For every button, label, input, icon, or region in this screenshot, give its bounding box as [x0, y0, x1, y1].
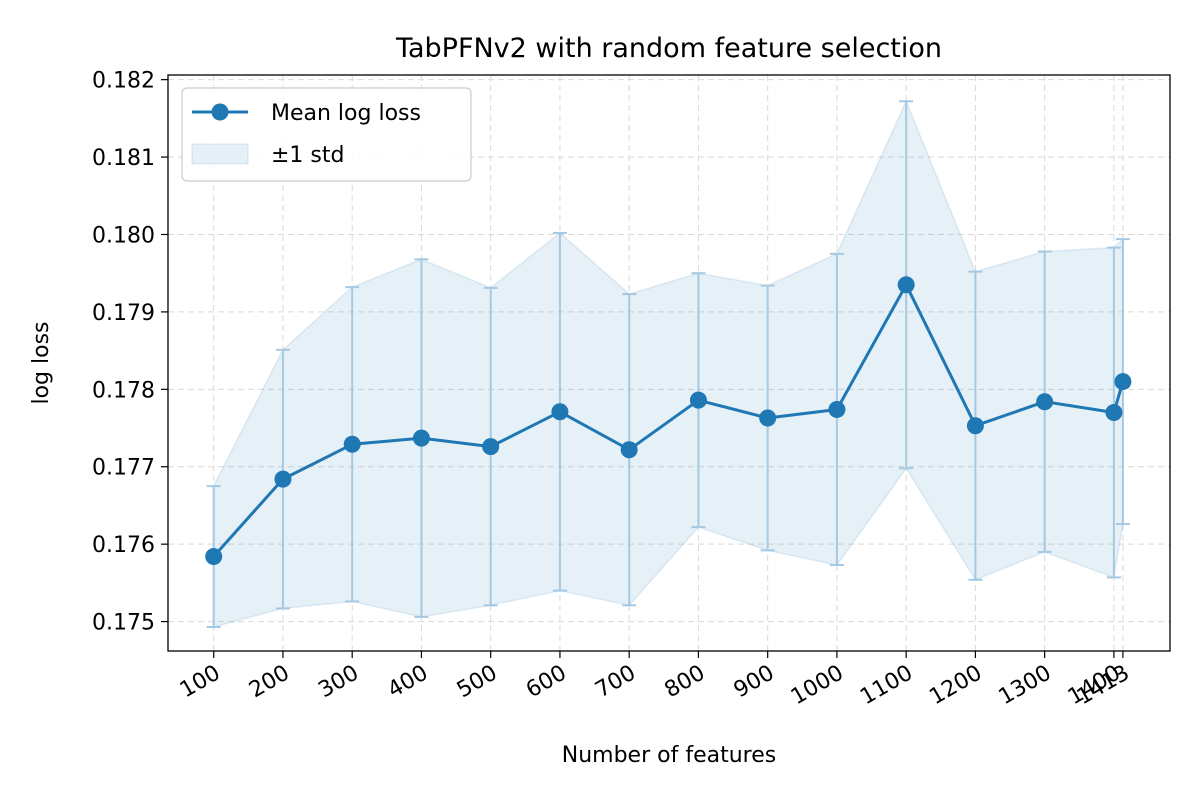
x-tick-label: 500: [453, 661, 502, 704]
data-point: [412, 429, 430, 447]
x-tick-label: 600: [522, 661, 571, 704]
x-tick-label: 1100: [856, 661, 917, 711]
data-point: [1105, 404, 1123, 422]
x-tick-label: 300: [314, 661, 363, 704]
data-point: [551, 403, 569, 421]
y-axis-label: log loss: [29, 321, 54, 404]
data-point: [274, 470, 292, 488]
legend-marker-swatch: [211, 103, 229, 121]
y-tick-label: 0.181: [92, 146, 155, 171]
x-axis-label: Number of features: [562, 743, 776, 768]
y-tick-label: 0.178: [92, 378, 155, 403]
y-tick-label: 0.179: [92, 301, 155, 326]
legend-frame: [181, 87, 472, 182]
data-point: [482, 438, 500, 456]
data-point: [343, 435, 361, 453]
x-tick-label: 1200: [925, 661, 986, 711]
data-point: [689, 391, 707, 409]
x-tick-label: 1300: [995, 661, 1056, 711]
data-point: [620, 441, 638, 459]
legend-band-swatch: [191, 143, 249, 165]
plot-frame: [167, 74, 1171, 652]
data-point: [205, 548, 223, 566]
series-layer: [205, 276, 1132, 566]
y-tick-label: 0.176: [92, 533, 155, 558]
x-tick-label: 400: [384, 661, 433, 704]
data-point: [1036, 393, 1054, 411]
y-tick-label: 0.180: [92, 223, 155, 248]
y-tick-label: 0.177: [92, 456, 155, 481]
chart-title: TabPFNv2 with random feature selection: [395, 33, 942, 64]
y-tick-label: 0.175: [92, 611, 155, 636]
x-tick-label: 800: [661, 661, 710, 704]
y-tick-label: 0.182: [92, 69, 155, 94]
legend: Mean log loss ±1 std: [181, 87, 472, 182]
legend-label-std: ±1 std: [271, 143, 344, 168]
data-point: [966, 417, 984, 435]
x-tick-label: 100: [176, 661, 225, 704]
data-point: [759, 409, 777, 427]
data-point: [897, 276, 915, 294]
x-tick-label: 1000: [787, 661, 848, 711]
data-point: [1114, 373, 1132, 391]
legend-label-mean: Mean log loss: [271, 101, 421, 126]
data-point: [828, 400, 846, 418]
x-tick-label: 200: [245, 661, 294, 704]
x-tick-label: 900: [730, 661, 779, 704]
x-tick-label: 700: [591, 661, 640, 704]
